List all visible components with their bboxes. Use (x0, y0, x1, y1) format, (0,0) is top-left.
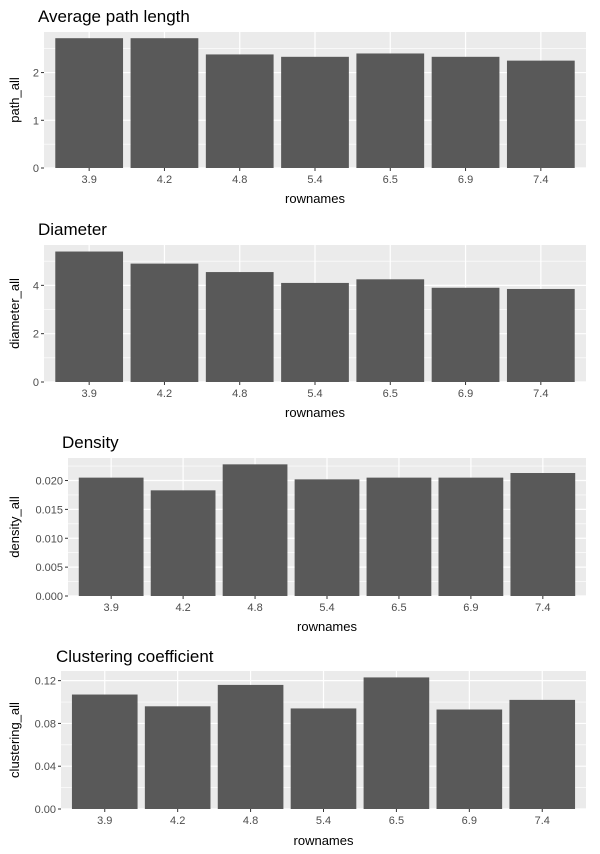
x-tick-label: 4.8 (243, 815, 258, 827)
bar-3.9 (78, 477, 144, 596)
y-tick-label: 0.04 (35, 761, 56, 773)
y-tick-label: 0 (33, 377, 39, 389)
x-tick-label: 6.9 (462, 815, 477, 827)
chart-4: 0.00 0.04 0.08 0.12 3.9 4.2 4.8 5.4 6.5 6.9 7.4 Clu… (7, 647, 586, 848)
x-tick-label: 4.2 (157, 388, 172, 400)
chart-2: 0 2 4 3.9 4.2 4.8 5.4 6.5 6.9 7.4 Diameter rownames… (7, 220, 586, 420)
y-tick-label: 2 (33, 68, 39, 80)
bar-5.4 (281, 282, 349, 382)
x-tick-label: 6.5 (383, 174, 398, 186)
bar-6.5 (363, 677, 430, 809)
x-axis-title: rownames (297, 619, 357, 634)
y-tick-label: 2 (33, 329, 39, 341)
y-tick-label: 0.010 (35, 533, 63, 545)
x-tick-label: 6.9 (463, 602, 478, 614)
y-tick-label: 0.005 (35, 562, 63, 574)
bar-4.2 (150, 490, 216, 596)
x-tick-label: 4.8 (232, 388, 247, 400)
y-axis-title: clustering_all (7, 702, 22, 778)
bar-4.8 (222, 464, 288, 596)
bar-7.4 (509, 699, 576, 809)
bar-6.9 (436, 709, 503, 809)
x-tick-label: 7.4 (533, 174, 548, 186)
bar-7.4 (506, 60, 575, 169)
x-axis-title: rownames (294, 833, 354, 848)
y-tick-label: 0 (33, 163, 39, 175)
bar-6.5 (366, 477, 432, 596)
x-tick-label: 5.4 (316, 815, 331, 827)
x-tick-label: 6.9 (458, 388, 473, 400)
bar-4.2 (130, 38, 199, 169)
bar-6.5 (356, 53, 425, 169)
y-axis-title: density_all (7, 496, 22, 558)
x-tick-label: 3.9 (82, 174, 97, 186)
bar-3.9 (71, 694, 138, 809)
chart-title: Density (62, 433, 119, 452)
x-axis-title: rownames (285, 191, 345, 206)
bar-6.5 (356, 279, 425, 382)
bar-5.4 (290, 708, 357, 809)
bar-3.9 (55, 251, 124, 382)
y-tick-label: 0.00 (35, 804, 56, 816)
bar-7.4 (506, 288, 575, 382)
x-tick-label: 6.9 (458, 174, 473, 186)
bar-4.2 (144, 706, 211, 809)
x-tick-label: 6.5 (383, 388, 398, 400)
x-tick-label: 5.4 (307, 174, 322, 186)
y-tick-label: 0.08 (35, 718, 56, 730)
chart-3: 0.000 0.005 0.010 0.015 0.020 3.9 4.2 4.8 5.4 6.5… (7, 433, 586, 634)
chart-title: Average path length (38, 7, 190, 26)
x-tick-label: 4.2 (157, 174, 172, 186)
x-tick-label: 6.5 (391, 602, 406, 614)
x-tick-label: 4.8 (247, 602, 262, 614)
bar-4.8 (217, 684, 284, 809)
x-tick-label: 4.2 (170, 815, 185, 827)
x-tick-label: 3.9 (97, 815, 112, 827)
y-tick-label: 0.020 (35, 476, 63, 488)
y-tick-label: 0.12 (35, 676, 56, 688)
y-tick-label: 1 (33, 115, 39, 127)
y-axis-title: path_all (7, 77, 22, 123)
x-tick-label: 4.2 (175, 602, 190, 614)
bar-7.4 (510, 473, 576, 596)
y-tick-label: 4 (33, 280, 39, 292)
bar-3.9 (55, 38, 124, 169)
x-tick-label: 5.4 (319, 602, 334, 614)
bar-6.9 (431, 56, 500, 168)
x-tick-label: 5.4 (307, 388, 322, 400)
x-tick-label: 7.4 (535, 815, 550, 827)
y-tick-label: 0.000 (35, 591, 63, 603)
x-tick-label: 3.9 (104, 602, 119, 614)
x-tick-label: 7.4 (533, 388, 548, 400)
bar-6.9 (438, 477, 504, 596)
x-tick-label: 7.4 (535, 602, 550, 614)
chart-1: 0 1 2 3.9 4.2 4.8 5.4 6.5 6.9 7.4 Average path len… (7, 7, 586, 206)
x-tick-label: 6.5 (389, 815, 404, 827)
y-axis-title: diameter_all (7, 278, 22, 349)
chart-title: Clustering coefficient (56, 647, 214, 666)
bar-4.8 (205, 272, 274, 382)
bar-4.8 (205, 54, 274, 168)
bar-6.9 (431, 287, 500, 382)
bar-5.4 (294, 479, 360, 596)
chart-title: Diameter (38, 220, 107, 239)
bar-4.2 (130, 263, 199, 382)
bar-5.4 (281, 56, 349, 168)
y-tick-label: 0.015 (35, 504, 63, 516)
x-tick-label: 4.8 (232, 174, 247, 186)
x-tick-label: 3.9 (82, 388, 97, 400)
x-axis-title: rownames (285, 405, 345, 420)
